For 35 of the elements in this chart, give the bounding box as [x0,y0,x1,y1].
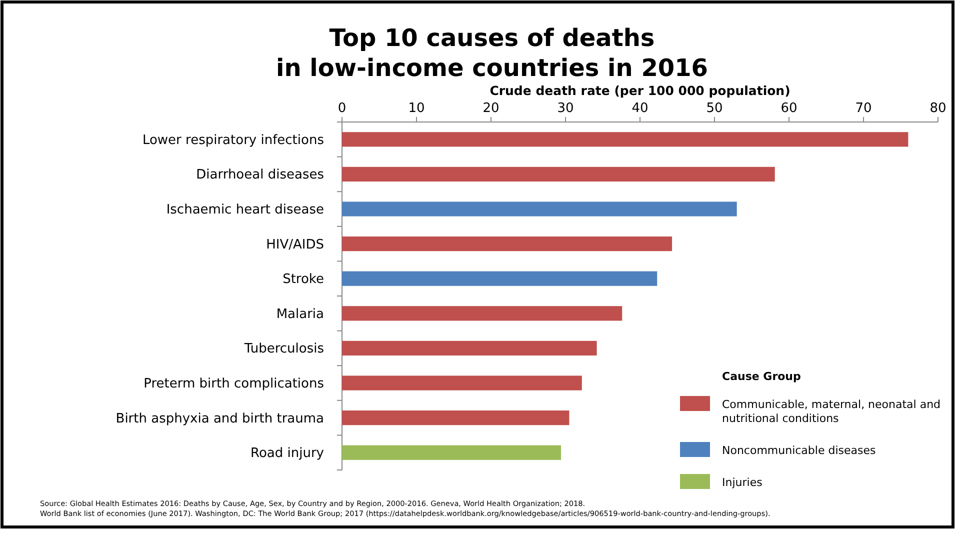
bar [342,376,582,390]
x-tick-label: 40 [632,101,648,116]
y-tick-label: Diarrhoeal diseases [196,168,324,183]
legend-label: Injuries [722,476,763,489]
y-tick-label: HIV/AIDS [266,237,324,252]
chart-title: Top 10 causes of deaths in low-income countries in 2016 [276,24,708,82]
bar [342,340,597,356]
y-tick-label: Preterm birth complications [144,376,324,392]
y-tick-label: Birth asphyxia and birth trauma [116,411,324,426]
x-tick-label: 70 [855,101,872,116]
x-tick-label: 10 [408,101,425,116]
legend-title: Cause Group [722,370,802,383]
bar [342,166,775,182]
x-tick-label: 80 [930,101,946,116]
bar [342,132,908,147]
bar [342,271,658,286]
x-tick-label: 20 [482,101,500,116]
bar [342,410,570,426]
x-tick-label: 0 [338,101,346,116]
y-tick-label: Tuberculosis [243,342,324,357]
bar [342,306,622,321]
x-tick-label: 60 [780,101,798,116]
x-tick-label: 30 [557,101,574,116]
y-tick-label: Lower respiratory infections [142,132,324,148]
x-tick-label: 50 [706,101,723,116]
y-tick-label: Stroke [282,272,324,288]
y-tick-label: Road injury [250,446,324,462]
y-tick-label: Malaria [276,306,324,322]
x-axis-title: Crude death rate (per 100 000 population) [490,83,790,98]
bar [342,202,737,216]
legend-label: Noncommunicable diseases [722,444,876,457]
bar [342,445,562,460]
legend-label: Communicable, maternal, neonatal and nutritional conditions [722,398,941,425]
bar [342,236,672,252]
y-tick-label: Ischaemic heart disease [166,202,324,218]
